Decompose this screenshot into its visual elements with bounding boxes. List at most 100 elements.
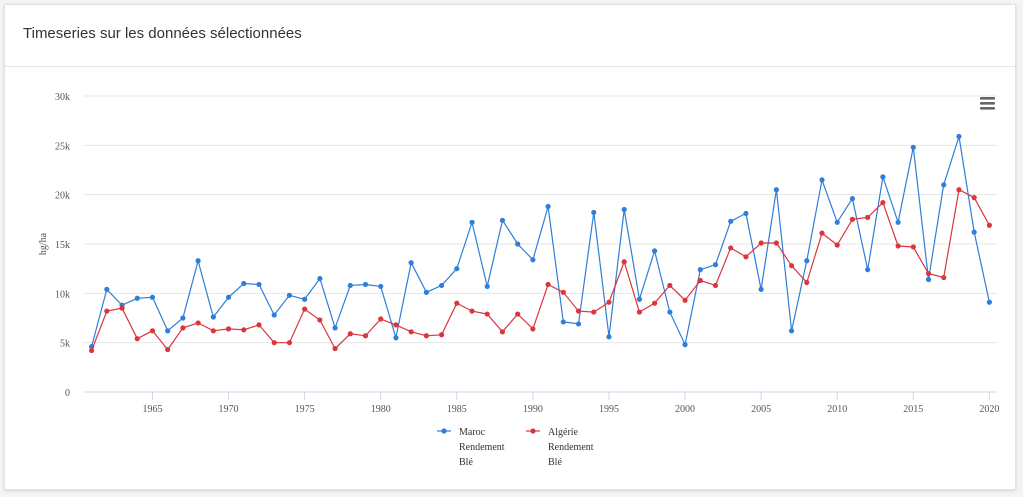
- data-point: [591, 209, 597, 216]
- data-point: [286, 292, 293, 298]
- data-point: [545, 203, 551, 210]
- x-tick-label: 1975: [295, 404, 315, 415]
- data-point: [256, 281, 262, 288]
- data-point: [621, 206, 627, 213]
- data-point: [834, 219, 840, 225]
- data-point: [652, 300, 658, 306]
- data-point: [256, 322, 262, 328]
- data-point: [393, 322, 399, 328]
- data-point: [499, 217, 506, 223]
- legend-label: Blé: [548, 457, 562, 468]
- x-tick-label: 1970: [219, 404, 239, 415]
- x-tick-label: 2020: [979, 404, 999, 415]
- data-point: [362, 333, 369, 339]
- data-point: [591, 309, 597, 315]
- series-line-0: [91, 136, 990, 347]
- y-tick-label: 20k: [55, 191, 70, 202]
- data-point: [149, 328, 156, 334]
- data-point: [499, 329, 506, 335]
- data-point: [89, 347, 95, 354]
- data-point: [423, 333, 429, 339]
- y-tick-label: 5k: [60, 339, 70, 350]
- data-point: [317, 275, 323, 282]
- data-point: [819, 230, 825, 236]
- x-tick-label: 1965: [142, 404, 162, 415]
- data-point: [758, 240, 764, 246]
- data-point: [956, 133, 962, 140]
- data-point: [241, 327, 247, 333]
- data-point: [180, 315, 186, 321]
- data-point: [819, 177, 825, 183]
- x-tick-label: 2010: [827, 404, 847, 415]
- data-point: [667, 282, 673, 289]
- data-point: [332, 325, 338, 331]
- y-tick-label: 15k: [55, 240, 70, 251]
- data-point: [454, 300, 460, 306]
- data-point: [530, 257, 536, 263]
- data-point: [119, 305, 125, 311]
- data-point: [408, 260, 414, 266]
- data-point: [743, 210, 749, 217]
- card-title: Timeseries sur les données sélectionnées: [23, 25, 302, 42]
- data-point: [865, 214, 871, 220]
- x-tick-label: 2005: [751, 404, 771, 415]
- legend-label: Blé: [459, 457, 473, 468]
- data-point: [743, 254, 749, 260]
- data-point: [347, 331, 353, 337]
- data-point: [667, 309, 673, 315]
- data-point: [712, 282, 719, 289]
- data-point: [210, 328, 216, 334]
- data-point: [271, 340, 277, 346]
- data-point: [378, 283, 384, 290]
- legend-label: Rendement: [548, 442, 594, 453]
- data-point: [575, 321, 582, 327]
- data-point: [438, 282, 445, 289]
- data-point: [347, 282, 353, 289]
- data-point: [895, 243, 901, 249]
- data-point: [606, 334, 612, 340]
- data-point: [971, 229, 977, 235]
- legend-symbol-marker: [441, 428, 447, 434]
- hamburger-menu-icon[interactable]: [978, 93, 998, 113]
- data-point: [956, 187, 962, 193]
- data-point: [149, 294, 156, 300]
- data-point: [773, 240, 779, 246]
- data-point: [560, 289, 566, 295]
- data-point: [104, 286, 110, 292]
- x-tick-label: 1980: [371, 404, 391, 415]
- data-point: [165, 328, 171, 334]
- data-point: [971, 195, 977, 201]
- data-point: [910, 244, 916, 250]
- data-point: [849, 216, 856, 222]
- legend-label: Rendement: [459, 442, 505, 453]
- x-tick-label: 1985: [447, 404, 467, 415]
- data-point: [530, 326, 536, 332]
- chart-container: 0 5k 10k 15k 20k 25k 30k 1965 1970 1975 1980 1985 19…: [5, 67, 1017, 491]
- data-point: [941, 274, 947, 281]
- data-point: [636, 296, 643, 302]
- data-point: [302, 296, 308, 302]
- axes: 0 5k 10k 15k 20k 25k 30k 1965 1970 1975 1980 1985 19…: [38, 92, 999, 415]
- data-point: [697, 277, 703, 284]
- data-point: [728, 245, 734, 251]
- grid-lines: [84, 95, 997, 393]
- data-point: [438, 332, 445, 338]
- legend-symbol-marker: [530, 428, 536, 434]
- data-point: [652, 248, 658, 254]
- data-point: [986, 222, 992, 228]
- data-point: [484, 283, 490, 290]
- legend-label: Maroc: [459, 427, 486, 438]
- data-point: [788, 328, 795, 334]
- x-tick-label: 1995: [599, 404, 619, 415]
- data-point: [712, 262, 719, 268]
- data-point: [697, 267, 703, 273]
- data-point: [210, 314, 216, 320]
- data-point: [682, 342, 688, 348]
- x-tick-label: 2000: [675, 404, 695, 415]
- data-point: [134, 336, 140, 342]
- data-point: [880, 174, 886, 180]
- data-point: [515, 311, 521, 317]
- data-point: [180, 325, 186, 331]
- data-point: [393, 335, 399, 341]
- data-point: [423, 289, 429, 295]
